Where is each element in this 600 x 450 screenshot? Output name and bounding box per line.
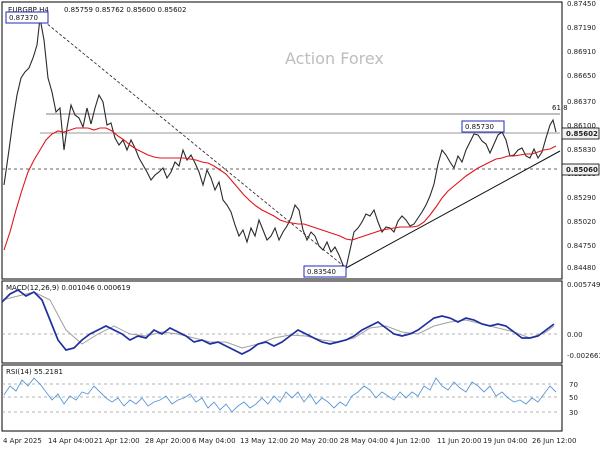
macd-tick: 0.005749 (567, 281, 600, 289)
price-panel (1, 1, 563, 280)
price-tick: 0.84750 (567, 242, 596, 250)
time-label: 13 May 12:00 (240, 437, 288, 445)
macd-axis: 0.005749 0.00 -0.002663 (567, 281, 600, 360)
time-label: 11 Jun 20:00 (437, 437, 481, 445)
macd-title: MACD(12,26,9) 0.001046 0.000619 (6, 284, 130, 292)
ohlc-readout: 0.85759 0.85762 0.85600 0.85602 (64, 6, 186, 14)
price-tick: 0.86910 (567, 48, 596, 56)
rsi-tick: 30 (569, 409, 578, 417)
rsi-tick: 50 (569, 394, 578, 402)
time-label: 4 Jun 12:00 (390, 437, 430, 445)
price-tick: 0.85020 (567, 218, 596, 226)
svg-text:0.85602: 0.85602 (566, 130, 598, 138)
time-label: 19 Jun 04:00 (483, 437, 527, 445)
rising-trendline (345, 150, 561, 269)
fib-label: 61.8 (552, 104, 568, 112)
falling-trendline (39, 17, 347, 269)
time-label: 21 Apr 12:00 (94, 437, 140, 445)
price-tick: 0.85830 (567, 146, 596, 154)
price-tick: 0.86100 (567, 122, 596, 130)
high-label-box: 0.87370 (5, 11, 49, 24)
macd-panel (1, 280, 563, 364)
support-price-label: 0.85060 (561, 163, 600, 176)
time-axis: 4 Apr 2025 14 Apr 04:00 21 Apr 12:00 28 … (3, 437, 576, 445)
time-label: 26 Jun 12:00 (532, 437, 576, 445)
rsi-axis: 70 50 30 (569, 381, 578, 417)
price-line (3, 17, 557, 270)
svg-text:0.85730: 0.85730 (465, 123, 494, 131)
time-label: 28 Apr 20:00 (145, 437, 191, 445)
price-tick: 0.86650 (567, 72, 596, 80)
time-label: 28 May 04:00 (340, 437, 388, 445)
macd-line (1, 289, 555, 355)
price-axis: 0.87450 0.87190 0.86910 0.86650 0.86370 … (561, 0, 600, 272)
price-tick: 0.85290 (567, 194, 596, 202)
time-label: 20 May 20:00 (290, 437, 338, 445)
price-tick: 0.86370 (567, 98, 596, 106)
svg-text:0.85060: 0.85060 (566, 166, 598, 174)
low-label-box: 0.83540 (303, 265, 347, 278)
rsi-title: RSI(14) 55.2181 (6, 368, 63, 376)
price-tick: 0.87450 (567, 0, 596, 8)
macd-tick: 0.00 (567, 331, 583, 339)
time-label: 14 Apr 04:00 (48, 437, 94, 445)
price-tick: 0.84480 (567, 264, 596, 272)
time-label: 6 May 04:00 (192, 437, 236, 445)
svg-text:0.87370: 0.87370 (9, 14, 38, 22)
time-label: 4 Apr 2025 (3, 437, 42, 445)
rsi-tick: 70 (569, 381, 578, 389)
price-tick: 0.87190 (567, 24, 596, 32)
current-price-label: 0.85602 (561, 127, 600, 140)
svg-text:0.83540: 0.83540 (307, 268, 336, 276)
mid-label-box: 0.85730 (461, 120, 505, 133)
watermark-text: Action Forex (285, 49, 384, 68)
macd-tick: -0.002663 (567, 352, 600, 360)
macd-signal-line (1, 291, 555, 349)
symbol-label: EURGBP,H4 (8, 6, 49, 14)
moving-average-line (3, 127, 557, 251)
rsi-line (3, 377, 557, 413)
